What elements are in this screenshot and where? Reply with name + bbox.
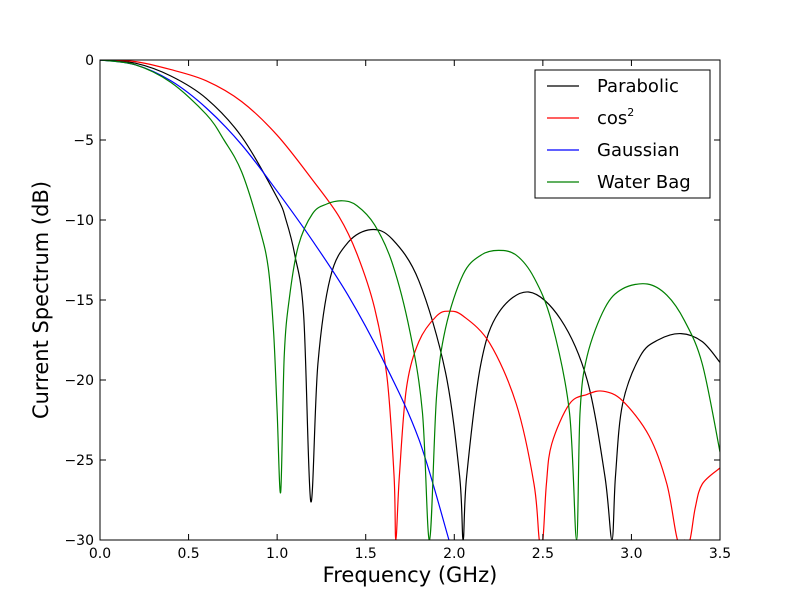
y-axis-title: Current Spectrum (dB) (29, 181, 53, 419)
legend-label-text: Gaussian (597, 140, 680, 161)
legend-label-text: Parabolic (597, 76, 679, 97)
legend-label-superscript: 2 (627, 106, 634, 119)
legend-label-parabolic: Parabolic (597, 76, 679, 97)
legend-label-text: cos (597, 108, 627, 129)
x-tick-label: 0.5 (177, 546, 199, 562)
x-axis-title: Frequency (GHz) (323, 563, 498, 587)
x-tick-label: 3.0 (620, 546, 642, 562)
x-tick-label: 3.5 (709, 546, 731, 562)
y-tick-label: 0 (85, 53, 94, 69)
y-axis: 0 −5 −10 −15 −20 −25 −30 (64, 53, 720, 549)
legend-label-water-bag: Water Bag (597, 172, 691, 193)
x-tick-label: 1.0 (266, 546, 288, 562)
x-axis: 0.0 0.5 1.0 1.5 2.0 2.5 3.0 3.5 (89, 60, 731, 562)
y-tick-label: −30 (64, 533, 94, 549)
series-line-water-bag (100, 60, 720, 540)
legend-box (534, 69, 711, 199)
legend-label-gaussian: Gaussian (597, 140, 680, 161)
series-layer (100, 60, 720, 540)
series-line-cos2 (100, 60, 720, 540)
legend-label-text: Water Bag (597, 172, 691, 193)
series-line-parabolic (100, 60, 720, 540)
x-tick-label: 2.5 (532, 546, 554, 562)
y-tick-label: −25 (64, 453, 94, 469)
legend: Parabolic cos2 Gaussian Water Bag (534, 69, 711, 199)
legend-label-cos2: cos2 (597, 106, 634, 129)
y-tick-label: −20 (64, 373, 94, 389)
y-tick-label: −5 (73, 133, 94, 149)
x-tick-label: 1.5 (355, 546, 377, 562)
series-line-gaussian (100, 60, 450, 540)
x-tick-label: 0.0 (89, 546, 111, 562)
y-tick-label: −10 (64, 213, 94, 229)
x-tick-label: 2.0 (443, 546, 465, 562)
y-tick-label: −15 (64, 293, 94, 309)
